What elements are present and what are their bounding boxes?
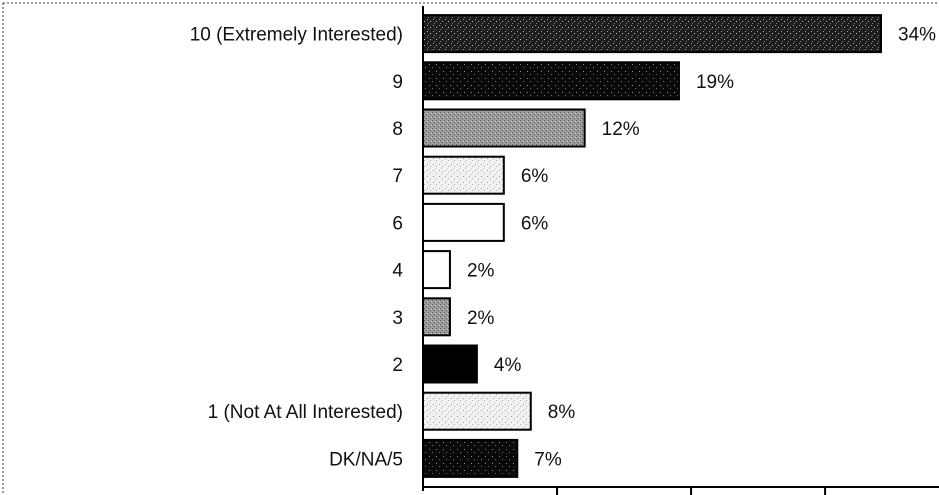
- category-label: 3: [392, 308, 403, 329]
- data-labels: 34% 19% 12% 6% 6% 2% 2% 4% 8% 7%: [467, 25, 936, 471]
- bar: [422, 344, 478, 384]
- bar-value-label: 8%: [548, 402, 576, 423]
- bar-value-label: 4%: [494, 355, 522, 376]
- bar-value-label: 12%: [602, 119, 640, 140]
- bar: [422, 61, 680, 101]
- bar: [422, 250, 451, 290]
- bar: [422, 391, 532, 431]
- bar-value-label: 6%: [521, 166, 549, 187]
- bar-value-label: 2%: [467, 261, 495, 282]
- bar-value-label: 6%: [521, 213, 549, 234]
- bar-value-label: 19%: [696, 72, 734, 93]
- bar-value-label: 7%: [534, 449, 562, 470]
- bar: [422, 202, 505, 242]
- bar-series: [422, 14, 882, 478]
- category-label: 4: [392, 261, 403, 282]
- category-label: 7: [392, 166, 403, 187]
- bar-value-label: 2%: [467, 308, 495, 329]
- category-axis-labels: 10 (Extremely Interested) 9 8 7 6 4 3 2 1 (Not A…: [190, 25, 404, 471]
- bar: [422, 108, 586, 148]
- bar-value-label: 34%: [898, 25, 936, 46]
- category-label: 6: [392, 213, 403, 234]
- bar: [422, 14, 882, 54]
- bar: [422, 438, 519, 478]
- category-label: 1 (Not At All Interested): [208, 402, 403, 423]
- category-label: 9: [392, 72, 403, 93]
- category-label: 8: [392, 119, 403, 140]
- bar: [422, 155, 505, 195]
- category-label: 10 (Extremely Interested): [190, 25, 403, 46]
- category-label: 2: [392, 355, 403, 376]
- bar: [422, 297, 451, 337]
- category-label: DK/NA/5: [329, 449, 403, 470]
